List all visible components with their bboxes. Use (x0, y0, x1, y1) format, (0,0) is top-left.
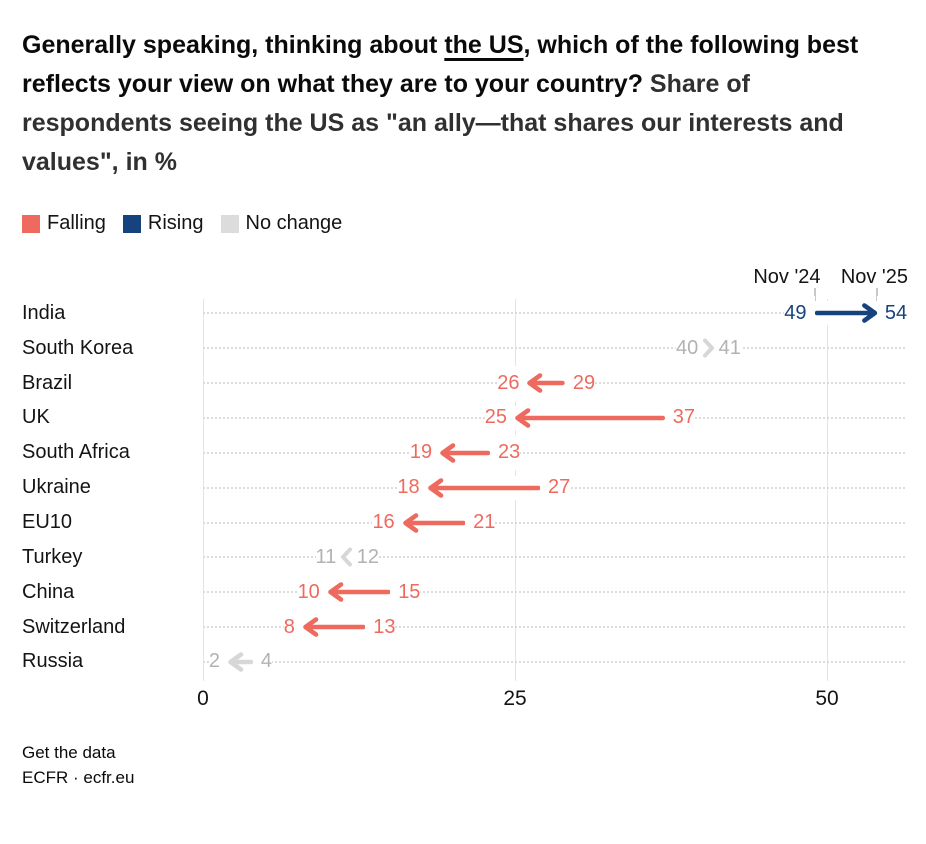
value-label-nov24: 40 (675, 330, 703, 366)
gridline-0 (203, 299, 204, 681)
change-arrow-right-icon (814, 301, 877, 326)
country-label: South Korea (22, 336, 134, 359)
value-label-nov24: 13 (365, 609, 396, 645)
value-label-nov24: 23 (490, 435, 521, 471)
row-dotted-line (203, 626, 905, 629)
value-label-nov24: 4 (252, 644, 273, 680)
chart-row-south-africa: South Africa 19 23 (0, 435, 926, 471)
value-label-nov25: 25 (484, 400, 515, 436)
chart-row-uk: UK 25 37 (0, 400, 926, 436)
country-label: Turkey (22, 545, 83, 568)
change-arrow-left-icon (440, 440, 491, 465)
value-label-nov25: 2 (208, 644, 228, 680)
country-label: Brazil (22, 371, 73, 394)
legend: Falling Rising No change (22, 212, 342, 235)
chart-row-ukraine: Ukraine 18 27 (0, 470, 926, 506)
value-label-nov24: 12 (352, 539, 379, 575)
change-arrow-left-icon (515, 405, 665, 430)
legend-item-no-change: No change (220, 212, 343, 235)
country-label: Switzerland (22, 615, 126, 638)
no-change-swatch-icon (220, 214, 239, 233)
chart-row-india: India 49 54 (0, 296, 926, 331)
value-label-nov25: 26 (497, 365, 528, 401)
chart-row-switzerland: Switzerland 8 13 (0, 609, 926, 645)
country-label: Russia (22, 650, 84, 673)
column-header-nov-24: Nov '24 (753, 266, 821, 288)
title-subtitle: Share of respondents seeing the US as "a… (22, 70, 844, 176)
country-label: UK (22, 406, 50, 429)
rising-swatch-icon (122, 214, 141, 233)
row-dotted-line (203, 347, 905, 350)
change-chevron-left-icon (340, 545, 354, 570)
x-axis-tick-50: 50 (815, 687, 839, 710)
change-arrow-left-icon (327, 580, 391, 605)
legend-item-rising: Rising (122, 212, 204, 235)
change-arrow-left-icon (527, 371, 565, 396)
value-label-nov25: 10 (297, 574, 328, 610)
value-label-nov25: 11 (315, 539, 341, 575)
country-label: EU10 (22, 511, 73, 534)
row-dotted-line (203, 451, 905, 454)
falling-swatch-icon (22, 214, 40, 233)
country-label: India (22, 301, 66, 324)
gridline-50 (827, 299, 828, 681)
country-label: China (22, 580, 75, 603)
legend-label-falling: Falling (47, 212, 106, 234)
legend-label-no-change: No change (245, 212, 343, 234)
change-arrow-left-icon (302, 615, 366, 640)
title-bold-after: , which of the following best reflects y… (22, 31, 859, 98)
value-label-nov24: 21 (465, 505, 496, 540)
chart-row-russia: Russia 2 4 (0, 644, 926, 680)
chart-row-eu10: EU10 16 21 (0, 505, 926, 540)
value-label-nov25: 19 (409, 435, 441, 471)
column-tick-nov-24 (813, 288, 816, 301)
change-arrow-left-icon (402, 510, 466, 535)
country-label: South Africa (22, 441, 130, 464)
chart-title: Generally speaking, thinking about the U… (22, 26, 906, 182)
value-label-nov25: 8 (283, 609, 303, 645)
get-the-data-link[interactable]: Get the data (22, 743, 116, 762)
value-label-nov25: 16 (372, 505, 403, 540)
value-label-nov24: 15 (390, 574, 421, 610)
legend-item-falling: Falling (22, 212, 106, 235)
change-chevron-right-icon (701, 336, 715, 361)
value-label-nov25: 41 (714, 330, 741, 366)
change-arrow-left-icon (227, 649, 253, 674)
chart-row-south-korea: South Korea 40 41 (0, 330, 926, 366)
value-label-nov24: 37 (664, 400, 695, 436)
value-label-nov24: 27 (539, 470, 571, 506)
chart-footer: Get the data ECFR · ecfr.eu (22, 740, 134, 790)
title-underlined-the-us: the US (444, 31, 524, 59)
title-bold-before: Generally speaking, thinking about (22, 31, 445, 59)
value-label-nov24: 29 (564, 365, 596, 401)
value-label-nov24: 49 (784, 296, 815, 331)
chart-row-china: China 10 15 (0, 574, 926, 610)
value-label-nov25: 54 (876, 296, 908, 331)
change-arrow-left-icon (427, 475, 540, 500)
row-dotted-line (203, 660, 905, 663)
row-dotted-line (203, 556, 905, 559)
legend-label-rising: Rising (147, 212, 204, 234)
value-label-nov25: 18 (397, 470, 428, 506)
country-label: Ukraine (22, 476, 91, 499)
row-dotted-line (203, 521, 905, 524)
row-dotted-line (203, 312, 905, 315)
x-axis-tick-0: 0 (197, 687, 209, 710)
column-header-nov-25: Nov '25 (840, 266, 908, 288)
chart-row-turkey: Turkey 11 12 (0, 539, 926, 575)
chart-row-brazil: Brazil 26 29 (0, 365, 926, 401)
row-dotted-line (203, 591, 905, 594)
column-tick-nov-25 (875, 288, 878, 301)
x-axis-tick-25: 25 (503, 687, 527, 710)
source-attribution: ECFR · ecfr.eu (22, 768, 135, 787)
